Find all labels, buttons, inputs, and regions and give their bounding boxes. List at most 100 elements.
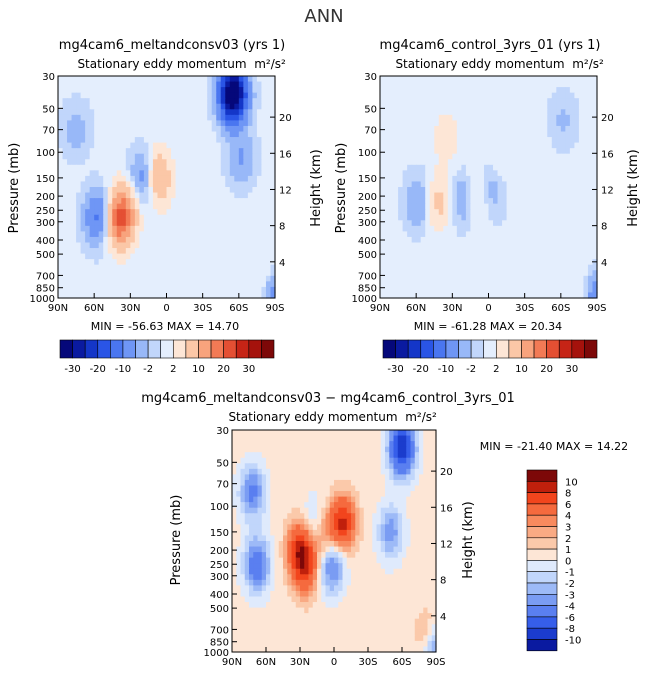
field-cell <box>438 153 444 160</box>
field-cell <box>211 187 217 194</box>
field-cell <box>483 103 490 110</box>
field-cell <box>225 242 231 249</box>
field-cell <box>270 286 276 294</box>
field-cell <box>261 98 267 105</box>
field-cell <box>407 142 413 149</box>
field-cell <box>346 474 352 481</box>
field-cell <box>116 164 122 171</box>
field-cell <box>130 192 136 199</box>
field-cell <box>232 518 237 525</box>
field-cell <box>229 103 235 110</box>
field-cell <box>139 203 145 210</box>
field-cell <box>393 529 399 537</box>
field-cell <box>62 87 68 94</box>
field-cell <box>329 479 335 487</box>
field-cell <box>171 236 177 244</box>
field-cell <box>483 253 490 260</box>
field-cell <box>416 103 422 110</box>
field-cell <box>234 109 240 116</box>
field-cell <box>524 153 530 160</box>
field-cell <box>265 198 272 205</box>
field-cell <box>103 264 109 271</box>
field-cell <box>270 170 276 177</box>
field-cell <box>295 513 301 520</box>
field-cell <box>107 148 113 155</box>
field-cell <box>574 292 580 299</box>
field-cell <box>402 275 408 282</box>
field-cell <box>397 496 403 503</box>
field-cell <box>89 259 95 266</box>
field-cell <box>578 76 585 83</box>
y-tick-label: 70 <box>42 126 55 137</box>
field-cell <box>470 164 476 171</box>
field-cell <box>220 214 226 221</box>
field-cell <box>443 181 449 188</box>
field-cell <box>80 142 86 149</box>
field-cell <box>291 518 297 525</box>
field-cell <box>216 192 222 199</box>
field-cell <box>407 187 413 194</box>
field-cell <box>520 220 526 227</box>
field-cell <box>71 214 77 221</box>
field-cell <box>134 109 140 116</box>
field-cell <box>351 457 356 464</box>
field-cell <box>529 203 535 210</box>
field-cell <box>438 286 444 294</box>
field-cell <box>225 220 231 227</box>
field-cell <box>58 214 64 221</box>
field-cell <box>447 253 453 260</box>
field-cell <box>317 518 322 525</box>
field-cell <box>578 125 585 133</box>
field-cell <box>420 159 426 166</box>
field-cell <box>193 159 199 166</box>
field-cell <box>157 231 163 238</box>
field-cell <box>551 114 557 121</box>
field-cell <box>493 181 499 188</box>
field-cell <box>551 142 557 149</box>
field-cell <box>402 170 408 177</box>
field-cell <box>229 275 235 282</box>
field-cell <box>493 153 499 160</box>
field-cell <box>416 137 422 144</box>
field-cell <box>300 474 305 481</box>
field-cell <box>256 148 263 155</box>
field-cell <box>434 236 440 244</box>
field-cell <box>560 231 566 238</box>
field-cell <box>497 175 503 183</box>
field-cell <box>232 430 237 437</box>
field-cell <box>547 142 553 149</box>
field-cell <box>261 76 267 83</box>
field-cell <box>398 270 404 277</box>
field-cell <box>574 248 580 255</box>
field-cell <box>389 524 395 531</box>
field-cell <box>515 92 521 99</box>
field-cell <box>438 248 444 255</box>
field-cell <box>247 236 253 244</box>
field-cell <box>161 114 168 121</box>
field-cell <box>493 242 499 249</box>
field-cell <box>578 164 585 171</box>
field-cell <box>547 164 553 171</box>
field-cell <box>483 175 490 183</box>
field-cell <box>238 87 244 94</box>
field-cell <box>538 248 544 255</box>
field-cell <box>529 220 535 227</box>
y-tick-label: 30 <box>364 72 377 83</box>
field-cell <box>376 446 382 453</box>
field-cell <box>406 507 412 514</box>
field-cell <box>207 131 213 138</box>
field-cell <box>425 137 431 144</box>
field-cell <box>533 114 539 121</box>
field-cell <box>372 491 378 498</box>
field-cell <box>211 92 217 99</box>
field-cell <box>411 248 417 255</box>
field-cell <box>207 187 213 194</box>
field-cell <box>587 292 594 299</box>
field-cell <box>112 236 118 244</box>
field-cell <box>283 496 288 503</box>
field-cell <box>520 87 526 94</box>
field-cell <box>143 98 150 105</box>
field-cell <box>180 203 186 210</box>
field-cell <box>592 92 598 99</box>
field-cell <box>380 457 386 464</box>
